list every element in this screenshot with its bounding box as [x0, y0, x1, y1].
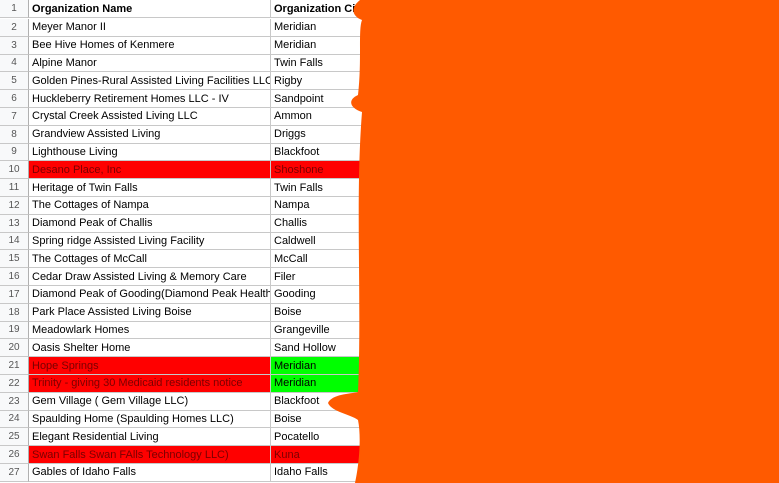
row-number: 6: [0, 90, 29, 108]
cell[interactable]: Cedar Draw Assisted Living & Memory Care: [29, 268, 271, 286]
row-number: 19: [0, 321, 29, 340]
row-number: 4: [0, 54, 29, 73]
cell[interactable]: Meadowlark Homes: [29, 321, 271, 340]
cell[interactable]: Spring ridge Assisted Living Facility: [29, 232, 271, 251]
row-number: 16: [0, 268, 29, 286]
row-number: 20: [0, 339, 29, 358]
cell[interactable]: Golden Pines-Rural Assisted Living Facil…: [29, 72, 271, 91]
row-number: 5: [0, 72, 29, 91]
row-number: 24: [0, 410, 29, 429]
row-number: 8: [0, 125, 29, 144]
cell[interactable]: The Cottages of McCall: [29, 250, 271, 269]
cell[interactable]: Diamond Peak of Gooding(Diamond Peak Hea…: [29, 286, 271, 304]
cell[interactable]: Bee Hive Homes of Kenmere: [29, 36, 271, 55]
row-number: 23: [0, 392, 29, 411]
row-number: 25: [0, 428, 29, 447]
cell[interactable]: Heritage of Twin Falls: [29, 179, 271, 197]
cell[interactable]: Trinity - giving 30 Medicaid residents n…: [29, 375, 271, 393]
row-number: 22: [0, 375, 29, 393]
row-number: 27: [0, 464, 29, 482]
row-number: 18: [0, 303, 29, 322]
row-number: 15: [0, 250, 29, 269]
cell[interactable]: Spaulding Home (Spaulding Homes LLC): [29, 410, 271, 429]
cell[interactable]: Park Place Assisted Living Boise: [29, 303, 271, 322]
cell[interactable]: Gem Village ( Gem Village LLC): [29, 392, 271, 411]
row-number: 14: [0, 232, 29, 251]
row-number: 3: [0, 36, 29, 55]
cell[interactable]: The Cottages of Nampa: [29, 197, 271, 215]
row-number: 12: [0, 197, 29, 215]
cell[interactable]: Gables of Idaho Falls: [29, 464, 271, 482]
row-number: 11: [0, 179, 29, 197]
row-number: 1: [0, 0, 29, 18]
cell[interactable]: Swan Falls Swan FAlls Technology LLC): [29, 446, 271, 464]
row-number: 9: [0, 143, 29, 162]
cell[interactable]: Alpine Manor: [29, 54, 271, 73]
row-number: 17: [0, 286, 29, 304]
row-number: 10: [0, 161, 29, 180]
row-number: 26: [0, 446, 29, 464]
cell[interactable]: Hope Springs: [29, 357, 271, 375]
column-header[interactable]: Organization Name: [29, 0, 271, 18]
cell[interactable]: Desano Place, Inc: [29, 161, 271, 180]
cell[interactable]: Elegant Residential Living: [29, 428, 271, 447]
cell[interactable]: Oasis Shelter Home: [29, 339, 271, 358]
row-number: 21: [0, 357, 29, 375]
cell[interactable]: Lighthouse Living: [29, 143, 271, 162]
cell[interactable]: Grandview Assisted Living: [29, 125, 271, 144]
cell[interactable]: Diamond Peak of Challis: [29, 214, 271, 233]
row-number: 2: [0, 19, 29, 37]
cell[interactable]: Huckleberry Retirement Homes LLC - IV: [29, 90, 271, 108]
row-number: 13: [0, 214, 29, 233]
cell[interactable]: Meyer Manor II: [29, 19, 271, 37]
row-number: 7: [0, 108, 29, 126]
cell[interactable]: Crystal Creek Assisted Living LLC: [29, 108, 271, 126]
